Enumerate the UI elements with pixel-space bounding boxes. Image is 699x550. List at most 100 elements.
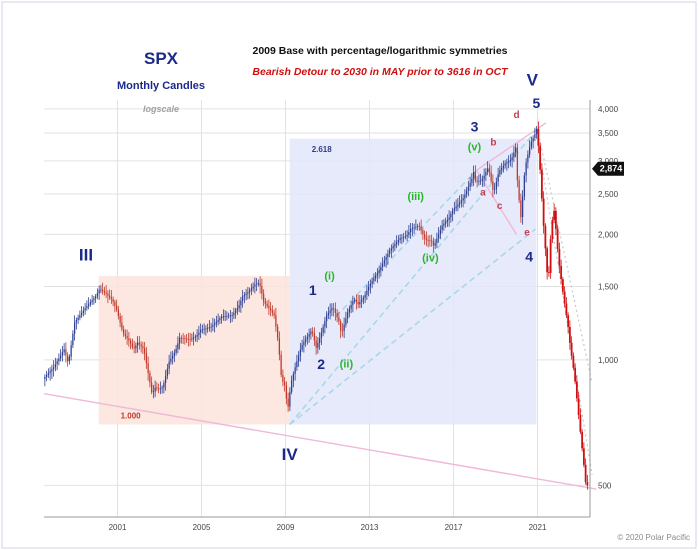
price-candle-body — [168, 361, 170, 369]
price-candle-body — [222, 316, 225, 318]
trendline-6 — [289, 228, 536, 426]
price-candle-body — [119, 316, 121, 323]
price-candle-body — [161, 387, 163, 389]
price-candle-body — [185, 338, 188, 340]
price-candle-body — [245, 293, 247, 295]
projection-candle-body — [556, 228, 559, 250]
price-candle-body — [385, 257, 387, 261]
price-candle-body — [66, 355, 69, 362]
y-tick-label: 3,000 — [598, 157, 619, 166]
x-tick-label: 2009 — [277, 523, 295, 532]
price-candle-body — [145, 353, 148, 364]
price-candle-body — [184, 338, 186, 340]
price-candle-body — [240, 300, 242, 306]
price-candle-body — [247, 292, 249, 294]
price-candle-body — [189, 339, 191, 340]
price-candle-body — [63, 349, 65, 353]
projection-candle-body — [563, 291, 566, 304]
price-candle-body — [430, 240, 433, 242]
price-candle-body — [453, 208, 456, 211]
price-candle-body — [252, 286, 254, 289]
wave-label: e — [524, 227, 530, 238]
price-candle-body — [451, 210, 454, 215]
price-candle-body — [535, 128, 538, 135]
price-candle-body — [187, 338, 190, 340]
price-candle-body — [178, 337, 181, 344]
price-candle-body — [280, 354, 282, 375]
price-candle-body — [401, 237, 403, 239]
projection-candle-body — [537, 128, 540, 146]
price-candle-body — [140, 344, 142, 347]
price-candle-body — [511, 157, 513, 160]
price-candle-body — [322, 326, 324, 333]
price-candle-body — [436, 238, 438, 244]
price-candle-body — [103, 291, 106, 293]
price-candle-body — [224, 316, 226, 317]
price-candle-body — [142, 346, 144, 349]
price-candle-body — [395, 242, 398, 245]
price-candle-body — [415, 226, 417, 228]
price-candle-body — [175, 348, 177, 353]
price-candle-body — [492, 181, 494, 190]
price-candle-body — [378, 270, 380, 273]
price-candle-body — [460, 200, 463, 203]
price-candle-body — [304, 339, 307, 343]
price-candle-body — [409, 229, 412, 233]
price-candle-body — [374, 275, 377, 279]
chart-title: SPX — [144, 49, 179, 68]
price-candle-body — [324, 321, 326, 327]
price-candle-body — [420, 226, 422, 231]
price-candle-body — [521, 196, 524, 218]
price-candle-body — [47, 373, 50, 376]
price-candle-body — [107, 293, 109, 296]
price-candle-body — [206, 327, 209, 329]
price-candle-body — [79, 315, 81, 318]
price-candle-body — [126, 336, 128, 339]
price-candle-body — [115, 305, 118, 310]
price-candle-body — [318, 338, 321, 343]
price-candle-body — [525, 162, 527, 176]
price-candles — [44, 126, 538, 412]
price-candle-body — [376, 272, 379, 276]
price-candle-body — [472, 172, 475, 179]
price-candle-body — [315, 340, 317, 348]
price-candle-body — [203, 328, 205, 330]
price-candle-body — [54, 364, 57, 368]
price-candle-body — [299, 349, 302, 356]
price-candle-body — [506, 162, 508, 164]
last-price-badge-shape — [592, 161, 624, 176]
price-candle-body — [287, 398, 289, 407]
price-candle-body — [355, 299, 358, 303]
price-candle-body — [290, 380, 293, 392]
y-tick-label: 1,000 — [598, 356, 619, 365]
wave-label: IV — [282, 445, 299, 464]
price-candle-body — [100, 289, 102, 291]
wave-label: (v) — [468, 141, 482, 153]
y-tick-label: 2,000 — [598, 230, 619, 239]
price-candle-body — [136, 342, 139, 346]
price-candle-body — [331, 308, 333, 311]
price-candle-body — [182, 338, 184, 339]
price-candle-body — [156, 387, 158, 389]
price-candle-body — [227, 315, 230, 317]
price-candle-body — [338, 317, 340, 322]
price-candle-body — [77, 317, 79, 321]
price-candle-body — [360, 299, 363, 303]
price-candle-body — [301, 344, 303, 350]
wave-label: 2 — [317, 356, 325, 372]
price-candle-body — [464, 194, 466, 199]
projection-candle-body — [560, 265, 563, 280]
price-candle-body — [507, 161, 510, 163]
projection-candle-body — [586, 482, 589, 486]
price-candle-body — [373, 278, 375, 282]
projection-candle-body — [553, 210, 556, 221]
last-price-badge: 2,874 — [592, 161, 624, 176]
price-candle-body — [364, 294, 366, 298]
price-candle-body — [101, 289, 104, 292]
price-candle-body — [413, 227, 415, 229]
price-candle-body — [131, 343, 134, 348]
price-candle-body — [44, 377, 46, 379]
price-candle-body — [96, 293, 99, 297]
price-candle-body — [523, 175, 526, 197]
projection-candle-body — [542, 198, 545, 226]
